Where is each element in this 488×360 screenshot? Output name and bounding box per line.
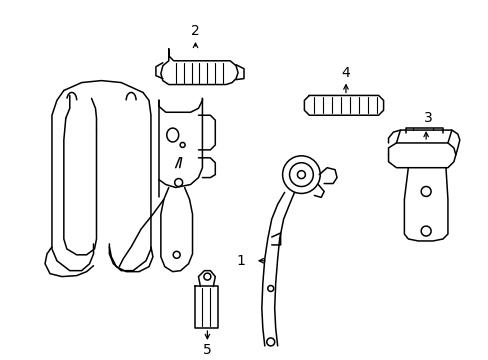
Text: 3: 3 [423, 111, 431, 125]
Text: 1: 1 [236, 254, 244, 268]
Text: 2: 2 [191, 24, 200, 38]
Text: 4: 4 [341, 66, 349, 80]
Text: 5: 5 [203, 343, 211, 357]
